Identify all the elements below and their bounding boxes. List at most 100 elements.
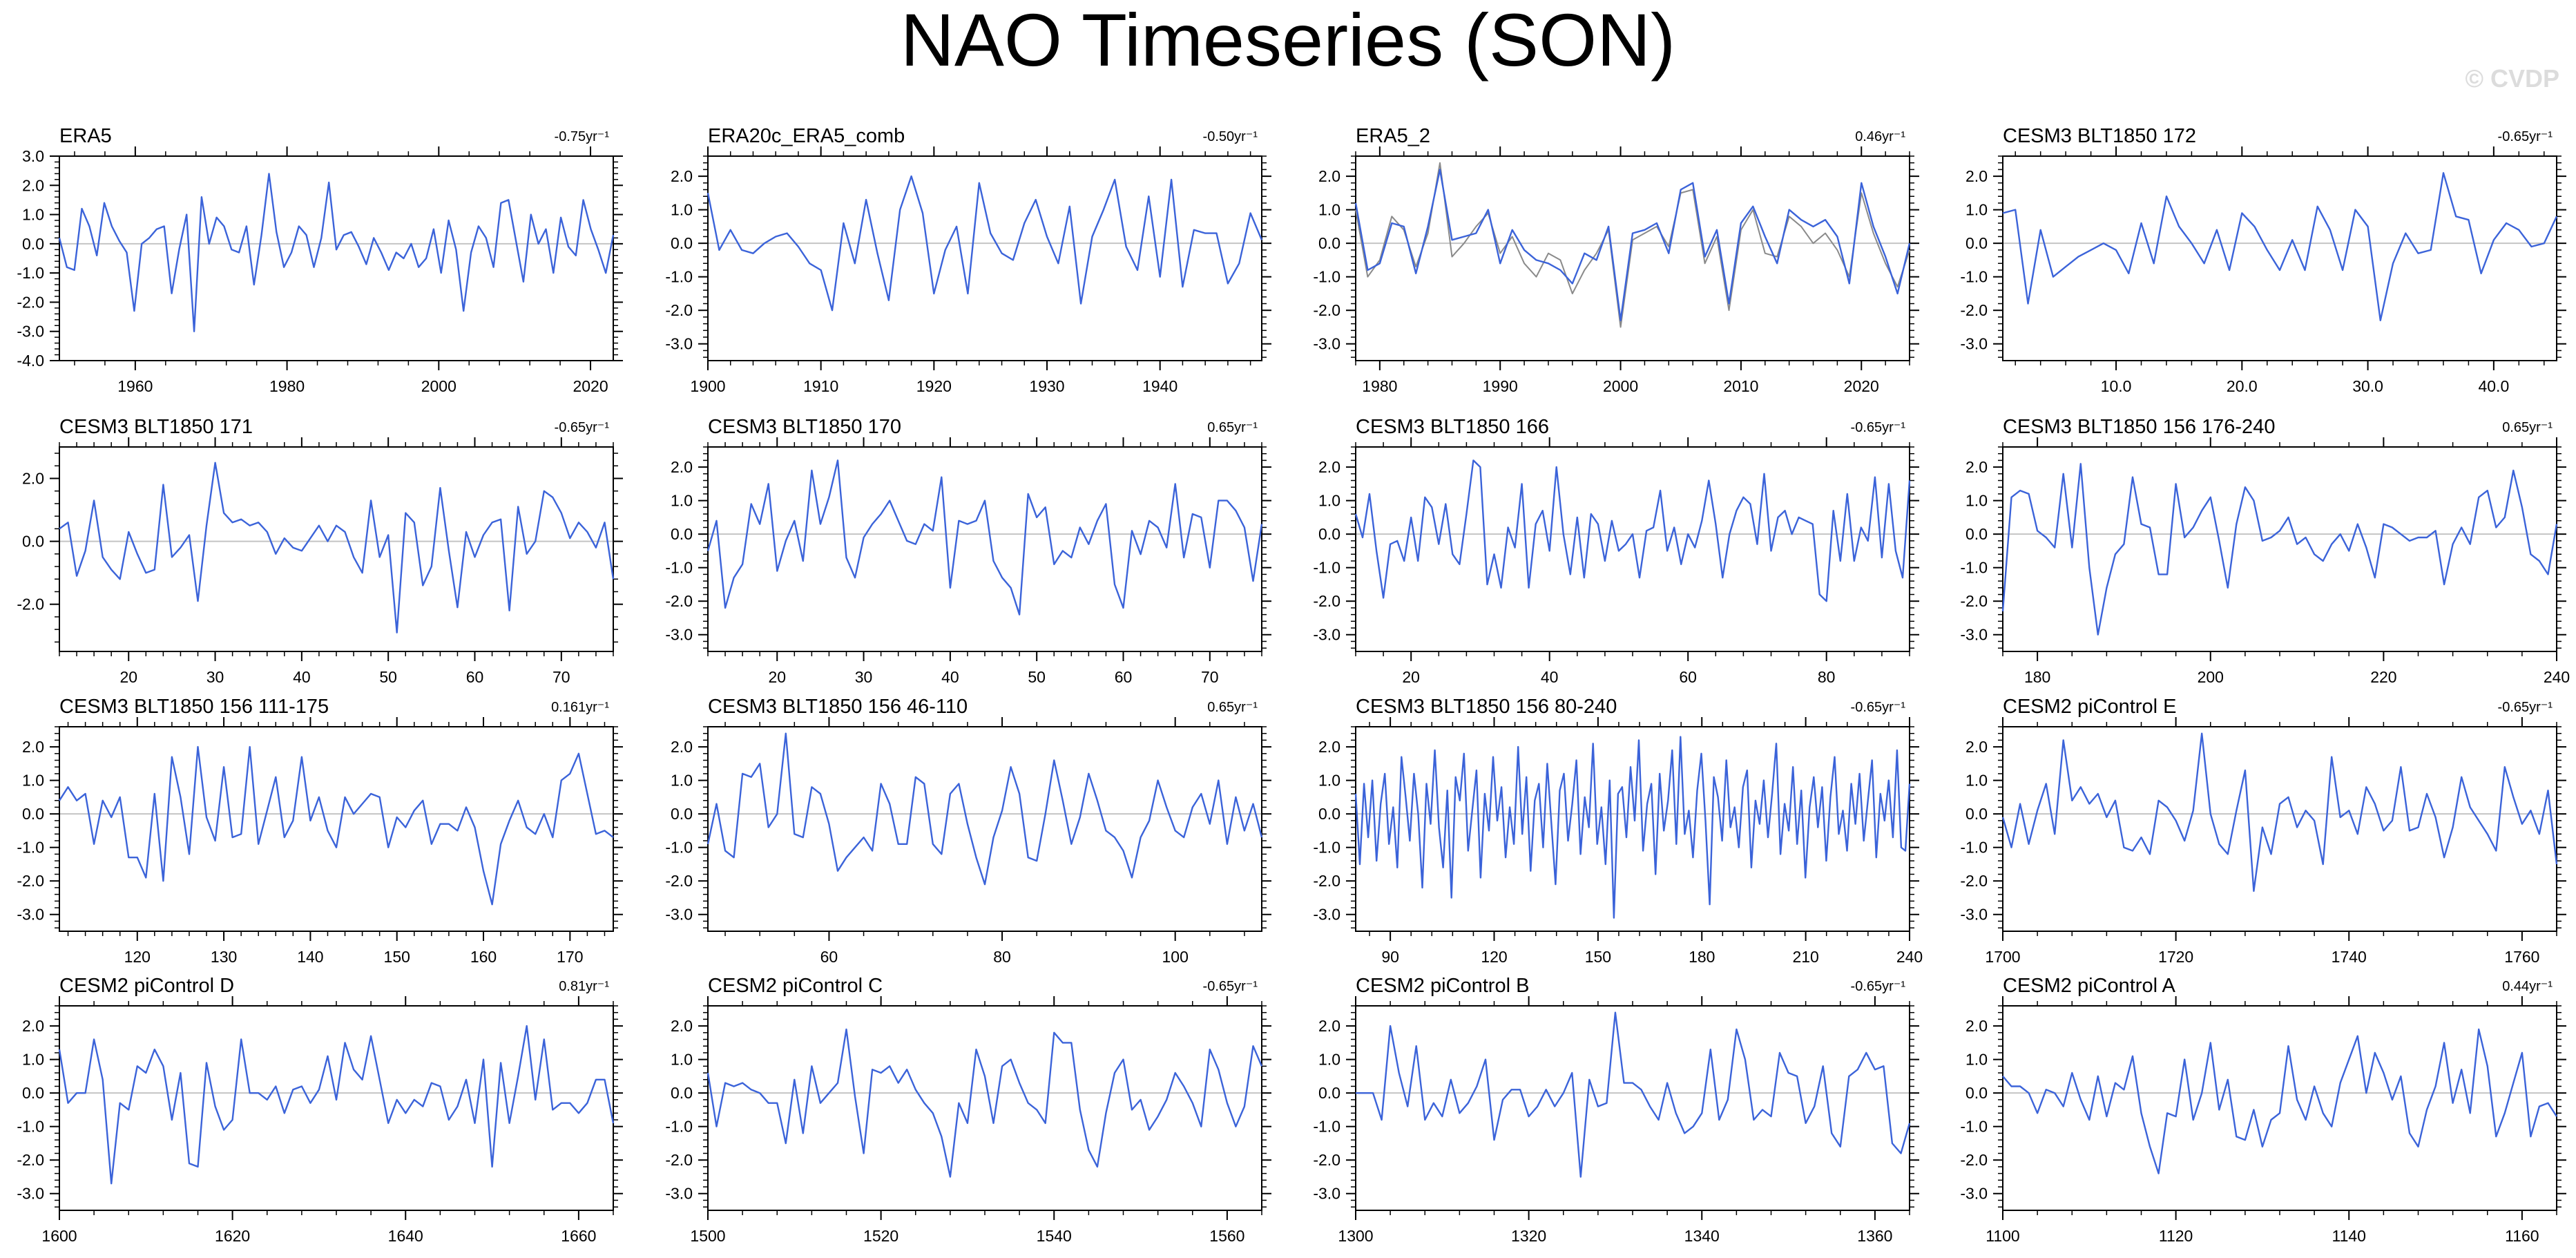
x-tick-label: 40 [1541, 668, 1559, 686]
y-tick-label: 3.0 [22, 147, 44, 165]
panel-4: CESM3 BLT1850 171 -0.65yr⁻¹ -2.0 0.0 2.0 20 30… [17, 416, 623, 686]
x-tick-label: 50 [379, 668, 397, 686]
x-tick-label: 30 [206, 668, 224, 686]
panel-trend-label: -0.50yr⁻¹ [1203, 129, 1258, 144]
x-tick-label: 160 [470, 948, 497, 966]
x-tick-label: 1920 [916, 377, 952, 395]
series-line [707, 459, 1263, 616]
y-tick-label: 0.0 [1965, 525, 1988, 543]
x-tick-label: 60 [820, 948, 838, 966]
x-tick-label: 1930 [1029, 377, 1064, 395]
y-tick-label: -3.0 [1313, 1185, 1340, 1203]
x-tick-label: 40 [293, 668, 311, 686]
x-tick-label: 220 [2370, 668, 2396, 686]
x-tick-label: 1120 [2159, 1227, 2193, 1245]
y-tick-label: 0.0 [671, 1084, 693, 1102]
x-tick-label: 240 [1896, 948, 1923, 966]
y-tick-label: -3.0 [665, 626, 693, 644]
series-line [1354, 459, 1911, 602]
x-tick-label: 2010 [1723, 377, 1758, 395]
panel-trend-label: -0.65yr⁻¹ [2498, 129, 2553, 144]
y-tick-label: -1.0 [1313, 559, 1340, 577]
y-tick-label: -2.0 [1960, 872, 1988, 890]
plot-frame [707, 446, 1262, 652]
panel-title: CESM3 BLT1850 171 [59, 416, 253, 438]
plot-frame [1355, 446, 1910, 652]
x-tick-label: 1140 [2332, 1227, 2366, 1245]
y-tick-label: 2.0 [671, 1017, 693, 1035]
y-tick-label: 0.0 [671, 805, 693, 823]
y-tick-label: 2.0 [22, 738, 44, 756]
y-tick-label: 2.0 [1965, 167, 1988, 185]
panel-10: CESM3 BLT1850 156 80-240 -0.65yr⁻¹ -3.0 -2.… [1313, 696, 1923, 966]
y-tick-label: -1.0 [17, 1118, 44, 1136]
y-tick-label: -2.0 [17, 872, 44, 890]
x-tick-label: 20 [768, 668, 786, 686]
panel-7: CESM3 BLT1850 156 176-240 0.65yr⁻¹ -3.0 -2.… [1960, 416, 2570, 686]
x-tick-label: 1910 [803, 377, 838, 395]
x-tick-label: 180 [2024, 668, 2050, 686]
x-tick-label: 1700 [1985, 948, 2020, 966]
plot-frame [2002, 446, 2557, 652]
panel-title: CESM2 piControl E [2003, 696, 2176, 718]
y-tick-label: 2.0 [22, 176, 44, 194]
x-tick-label: 1300 [1338, 1227, 1373, 1245]
y-tick-label: 1.0 [671, 1051, 693, 1069]
x-tick-label: 80 [1818, 668, 1836, 686]
series-line-secondary [1355, 162, 1910, 328]
y-tick-label: 0.0 [671, 525, 693, 543]
y-tick-label: -2.0 [1313, 301, 1340, 319]
y-tick-label: 0.0 [1318, 525, 1340, 543]
y-tick-label: -3.0 [665, 1185, 693, 1203]
panel-title: CESM2 piControl A [2003, 975, 2175, 997]
panels-grid: ERA5 -0.75yr⁻¹ -4.0 -3.0 -2.0 -1.0 0.0 1.0 2.0 3.… [17, 125, 2570, 1245]
panel-trend-label: -0.65yr⁻¹ [1851, 700, 1906, 715]
x-tick-label: 150 [384, 948, 410, 966]
x-tick-label: 140 [297, 948, 323, 966]
y-tick-label: -3.0 [1960, 335, 1988, 353]
panel-title: ERA5 [59, 125, 112, 147]
panel-title: CESM2 piControl B [1356, 975, 1529, 997]
y-tick-label: -1.0 [665, 559, 693, 577]
y-tick-label: 1.0 [22, 206, 44, 224]
series-line [1356, 1011, 1911, 1178]
series-line [1354, 736, 1911, 919]
y-tick-label: 2.0 [671, 167, 693, 185]
x-tick-label: 1500 [690, 1227, 725, 1245]
panel-3: CESM3 BLT1850 172 -0.65yr⁻¹ -3.0 -2.0 -1.0 0.… [1960, 125, 2566, 395]
panel-12: CESM2 piControl D 0.81yr⁻¹ -3.0 -2.0 -1.0 0.0… [17, 975, 623, 1245]
x-tick-label: 1900 [690, 377, 725, 395]
panel-2: ERA5_2 0.46yr⁻¹ -3.0 -2.0 -1.0 0.0 1.0 2.0 1980 1… [1313, 125, 1919, 395]
x-tick-label: 100 [1162, 948, 1189, 966]
x-tick-label: 10.0 [2101, 377, 2132, 395]
panel-trend-label: 0.65yr⁻¹ [1207, 700, 1258, 715]
x-tick-label: 1540 [1037, 1227, 1072, 1245]
y-tick-label: -1.0 [665, 1118, 693, 1136]
watermark: © CVDP [2465, 64, 2559, 93]
panel-13: CESM2 piControl C -0.65yr⁻¹ -3.0 -2.0 -1.0 0.… [665, 975, 1271, 1245]
x-tick-label: 1720 [2158, 948, 2193, 966]
y-tick-label: 2.0 [1318, 1017, 1340, 1035]
y-tick-label: -3.0 [17, 1185, 44, 1203]
series-line [2002, 1028, 2558, 1174]
x-tick-label: 120 [124, 948, 151, 966]
x-tick-label: 1600 [41, 1227, 77, 1245]
y-tick-label: 2.0 [22, 470, 44, 488]
series-line [2001, 463, 2558, 636]
x-tick-label: 1990 [1483, 377, 1518, 395]
y-tick-label: 1.0 [671, 492, 693, 510]
panel-1: ERA20c_ERA5_comb -0.50yr⁻¹ -3.0 -2.0 -1.0 0.0… [665, 125, 1271, 395]
y-tick-label: 1.0 [1318, 201, 1340, 219]
panel-8: CESM3 BLT1850 156 111-175 0.161yr⁻¹ -3.0 -2… [17, 696, 623, 966]
panel-title: CESM3 BLT1850 166 [1356, 416, 1549, 438]
y-tick-label: 2.0 [671, 738, 693, 756]
panel-6: CESM3 BLT1850 166 -0.65yr⁻¹ -3.0 -2.0 -1.0 0.… [1313, 416, 1919, 686]
x-tick-label: 1940 [1142, 377, 1178, 395]
y-tick-label: 2.0 [1318, 458, 1340, 476]
y-tick-label: 1.0 [1965, 1051, 1988, 1069]
panel-title: CESM2 piControl D [59, 975, 234, 997]
y-tick-label: -1.0 [665, 839, 693, 857]
x-tick-label: 210 [1792, 948, 1818, 966]
y-tick-label: 1.0 [1318, 1051, 1340, 1069]
y-tick-label: -2.0 [1960, 592, 1988, 610]
